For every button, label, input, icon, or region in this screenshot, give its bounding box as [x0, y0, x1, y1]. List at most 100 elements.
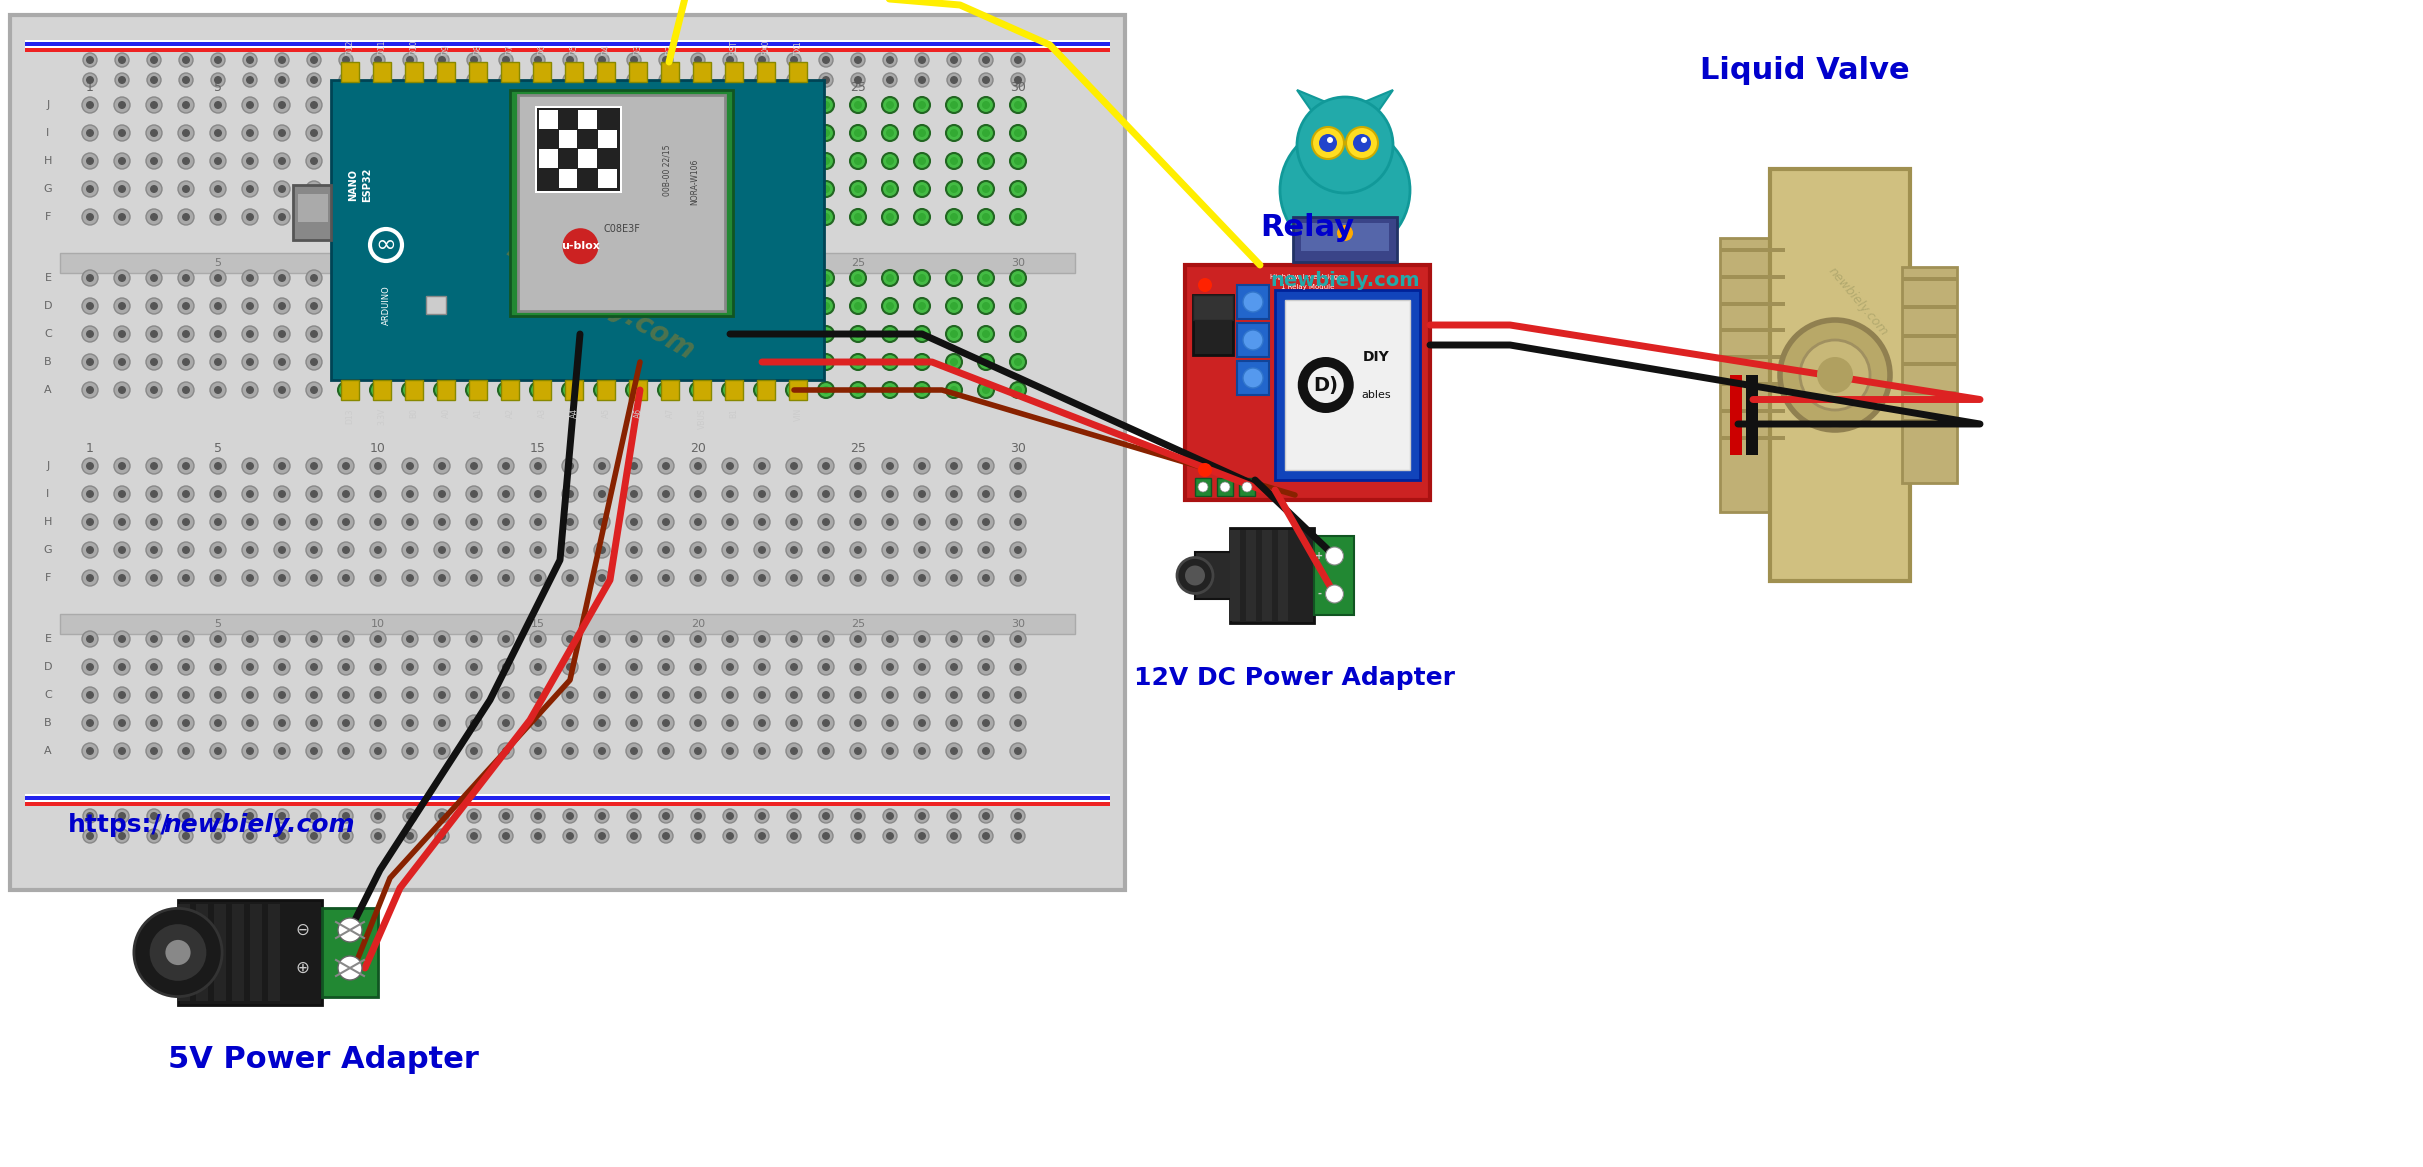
Circle shape	[981, 302, 991, 310]
Circle shape	[722, 659, 739, 675]
Circle shape	[1010, 298, 1025, 314]
Text: C: C	[44, 329, 51, 338]
Circle shape	[182, 719, 189, 727]
Bar	[502, 380, 519, 400]
Circle shape	[533, 76, 543, 84]
Circle shape	[279, 574, 286, 582]
Circle shape	[882, 829, 897, 843]
Circle shape	[945, 541, 962, 558]
Circle shape	[887, 130, 894, 137]
Circle shape	[342, 663, 349, 671]
Circle shape	[242, 74, 257, 88]
Bar	[1284, 300, 1410, 470]
Circle shape	[567, 546, 574, 554]
Text: 15: 15	[531, 619, 545, 629]
Circle shape	[213, 214, 223, 221]
Circle shape	[402, 569, 419, 586]
Circle shape	[502, 274, 509, 282]
Circle shape	[305, 631, 322, 647]
Circle shape	[758, 747, 766, 755]
Circle shape	[1013, 158, 1023, 165]
Circle shape	[625, 298, 642, 314]
Circle shape	[150, 358, 157, 366]
Circle shape	[468, 829, 482, 843]
Circle shape	[819, 829, 834, 843]
Circle shape	[598, 635, 606, 643]
Circle shape	[342, 812, 349, 820]
Circle shape	[979, 809, 993, 823]
Text: D): D)	[1313, 376, 1337, 394]
Circle shape	[693, 663, 703, 671]
Circle shape	[918, 274, 926, 282]
Circle shape	[882, 457, 899, 474]
Circle shape	[1178, 558, 1214, 594]
Bar	[1902, 419, 1958, 424]
Bar	[342, 380, 359, 400]
Circle shape	[465, 631, 482, 647]
Circle shape	[310, 719, 317, 727]
Circle shape	[727, 274, 734, 282]
Circle shape	[625, 457, 642, 474]
Circle shape	[502, 574, 509, 582]
Circle shape	[502, 747, 509, 755]
Circle shape	[439, 158, 446, 165]
Circle shape	[533, 663, 543, 671]
Text: 25: 25	[850, 619, 865, 629]
Circle shape	[625, 743, 642, 759]
Circle shape	[853, 302, 863, 310]
Circle shape	[887, 214, 894, 221]
Circle shape	[727, 56, 734, 64]
Text: NANO: NANO	[349, 169, 359, 201]
Circle shape	[337, 541, 354, 558]
Circle shape	[82, 631, 97, 647]
Circle shape	[82, 659, 97, 675]
Circle shape	[242, 181, 257, 197]
Circle shape	[691, 687, 705, 703]
Polygon shape	[1296, 90, 1333, 113]
Circle shape	[821, 518, 831, 526]
Circle shape	[371, 270, 385, 286]
Circle shape	[887, 812, 894, 820]
Text: newbiely.com: newbiely.com	[1825, 265, 1890, 338]
Circle shape	[787, 53, 802, 67]
Circle shape	[754, 513, 771, 530]
Circle shape	[247, 330, 254, 338]
Circle shape	[145, 125, 162, 141]
Circle shape	[402, 209, 419, 225]
Circle shape	[247, 274, 254, 282]
Circle shape	[950, 832, 957, 840]
Circle shape	[182, 546, 189, 554]
Circle shape	[790, 56, 797, 64]
Circle shape	[373, 130, 383, 137]
Circle shape	[342, 546, 349, 554]
Bar	[538, 107, 620, 190]
Circle shape	[691, 209, 705, 225]
Circle shape	[630, 490, 637, 498]
Circle shape	[981, 546, 991, 554]
Circle shape	[242, 326, 257, 342]
Circle shape	[661, 214, 671, 221]
Circle shape	[439, 812, 446, 820]
Circle shape	[821, 635, 831, 643]
Circle shape	[659, 485, 674, 502]
Circle shape	[918, 691, 926, 699]
Circle shape	[567, 719, 574, 727]
Circle shape	[758, 518, 766, 526]
Circle shape	[945, 687, 962, 703]
Circle shape	[790, 635, 797, 643]
Circle shape	[337, 569, 354, 586]
Circle shape	[308, 829, 320, 843]
Circle shape	[758, 546, 766, 554]
Circle shape	[211, 74, 225, 88]
Text: VBUS: VBUS	[698, 408, 708, 428]
Circle shape	[211, 569, 225, 586]
Circle shape	[850, 382, 865, 398]
Text: I: I	[46, 489, 48, 499]
Circle shape	[1010, 326, 1025, 342]
Circle shape	[434, 354, 451, 370]
Circle shape	[305, 382, 322, 398]
Circle shape	[945, 631, 962, 647]
Circle shape	[1325, 547, 1342, 565]
Circle shape	[659, 569, 674, 586]
Circle shape	[465, 659, 482, 675]
